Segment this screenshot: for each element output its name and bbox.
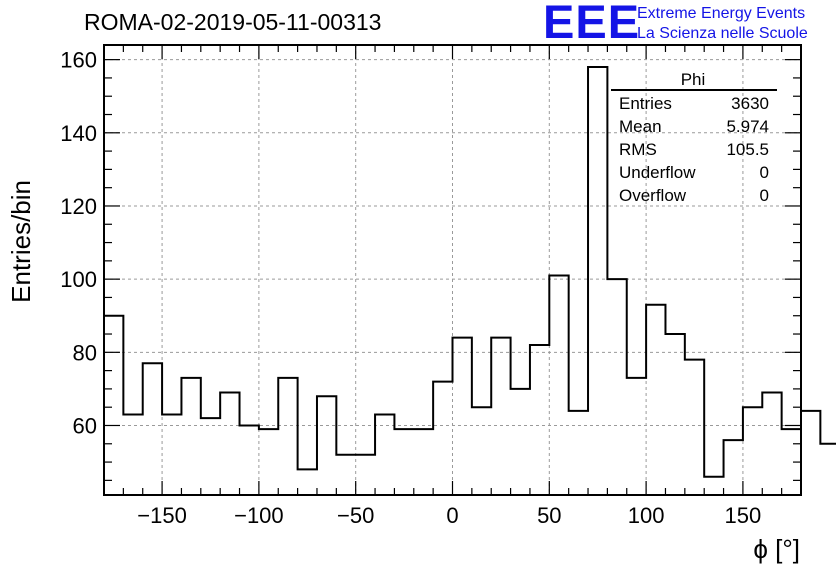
y-tick-label: 120 bbox=[60, 194, 97, 219]
stats-box: Phi Entries 3630 Mean 5.974 RMS 105.5 Un… bbox=[609, 66, 779, 216]
x-tick-label: 50 bbox=[537, 503, 561, 528]
y-tick-label: 140 bbox=[60, 121, 97, 146]
x-tick-label: −100 bbox=[234, 503, 284, 528]
stats-rms-label: RMS bbox=[619, 140, 657, 159]
x-tick-label: 150 bbox=[725, 503, 762, 528]
stats-title: Phi bbox=[680, 70, 706, 89]
stats-underflow-label: Underflow bbox=[619, 163, 696, 182]
eee-logo: EEE bbox=[543, 0, 641, 48]
grid-lines bbox=[104, 45, 801, 495]
x-tick-label: −150 bbox=[137, 503, 187, 528]
stats-divider bbox=[611, 89, 777, 91]
y-tick-label: 160 bbox=[60, 48, 97, 73]
stats-overflow-value: 0 bbox=[759, 186, 769, 205]
stats-entries-value: 3630 bbox=[731, 94, 769, 113]
y-tick-label: 80 bbox=[73, 340, 97, 365]
x-axis-title: ϕ [°] bbox=[753, 534, 800, 564]
x-tick-labels: −150 −100 −50 0 50 100 150 bbox=[137, 503, 761, 528]
y-tick-label: 100 bbox=[60, 267, 97, 292]
plot-frame bbox=[103, 44, 802, 496]
logo-line-2: La Scienza nelle Scuole bbox=[637, 25, 808, 42]
run-title: ROMA-02-2019-05-11-00313 bbox=[84, 9, 382, 35]
x-tick-label: 100 bbox=[628, 503, 665, 528]
y-tick-labels: 60 80 100 120 140 160 bbox=[60, 48, 97, 439]
y-axis-title: Entries/bin bbox=[6, 180, 36, 303]
x-tick-label: 0 bbox=[446, 503, 458, 528]
histogram-series-line bbox=[104, 65, 836, 478]
stats-underflow-value: 0 bbox=[759, 163, 769, 182]
logo-line-1: Extreme Energy Events bbox=[637, 5, 806, 22]
x-tick-label: −50 bbox=[337, 503, 374, 528]
stats-entries-label: Entries bbox=[619, 94, 672, 113]
y-tick-label: 60 bbox=[73, 413, 97, 438]
stats-rms-value: 105.5 bbox=[726, 140, 769, 159]
stats-mean-value: 5.974 bbox=[726, 117, 769, 136]
stats-overflow-label: Overflow bbox=[619, 186, 687, 205]
stats-mean-label: Mean bbox=[619, 117, 662, 136]
